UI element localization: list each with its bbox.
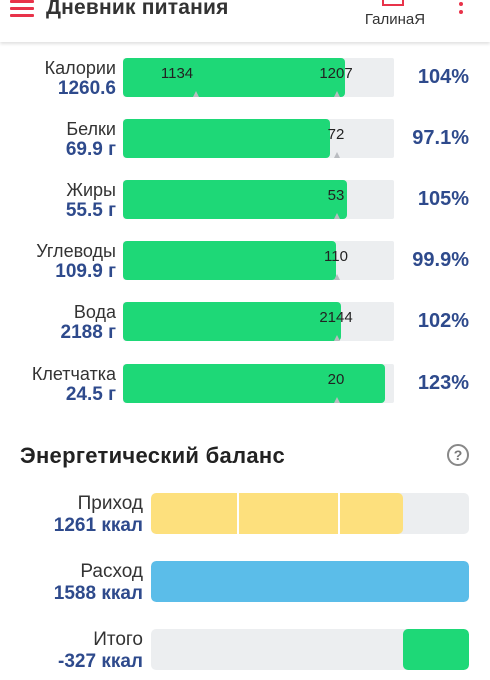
energy-row[interactable]: Приход 1261 ккал	[0, 493, 490, 539]
nutrient-progress-track: 2144	[123, 302, 394, 341]
nutrient-progress-track: 53	[123, 180, 394, 219]
energy-progress-fill	[403, 629, 469, 670]
energy-label: Итого	[93, 629, 143, 650]
nutrient-goal-marker: 1207	[319, 65, 353, 82]
nutrient-percent: 104%	[417, 66, 469, 88]
nutrient-label: Клетчатка	[31, 364, 116, 384]
hamburger-menu-icon[interactable]	[10, 0, 34, 18]
nutrient-row[interactable]: Калории 1260.6 1134 1207 104%	[0, 58, 490, 102]
energy-value: 1261 ккал	[53, 515, 143, 536]
nutrient-label: Белки	[66, 119, 116, 139]
energy-value: -327 ккал	[58, 651, 143, 672]
nutrient-progress-fill	[123, 241, 336, 280]
energy-value: 1588 ккал	[53, 583, 143, 604]
nutrient-row[interactable]: Углеводы 109.9 г 110 99.9%	[0, 241, 490, 285]
app-header: Дневник питания ГалинаЯ	[0, 0, 490, 42]
nutrient-goal-marker: 2144	[319, 309, 353, 326]
energy-progress-track	[151, 561, 469, 602]
nutrient-percent: 97.1%	[412, 127, 469, 149]
energy-balance-title: Энергетический баланс	[20, 443, 286, 468]
energy-segment-divider	[237, 493, 239, 534]
nutrient-value: 2188 г	[60, 322, 116, 343]
nutrient-goal-tick	[334, 213, 340, 219]
nutrient-value: 55.5 г	[65, 200, 116, 221]
energy-row[interactable]: Итого -327 ккал	[0, 629, 490, 675]
nutrient-value: 1260.6	[57, 78, 116, 99]
nutrient-progress-track: 1134 1207	[123, 58, 394, 97]
nutrient-progress-fill	[123, 58, 345, 97]
nutrient-goal-marker: 110	[324, 248, 348, 265]
user-profile-button[interactable]: ГалинаЯ	[356, 0, 436, 34]
nutrient-label: Вода	[73, 302, 116, 322]
nutrient-progress-track: 20	[123, 364, 394, 403]
nutrient-goal-tick	[334, 274, 340, 280]
nutrient-percent: 102%	[417, 310, 469, 332]
more-vertical-icon[interactable]	[456, 2, 466, 24]
nutrient-value: 69.9 г	[65, 139, 116, 160]
nutrient-label: Жиры	[66, 180, 116, 200]
nutrient-progress-track: 110	[123, 241, 394, 280]
nutrient-goal-tick	[334, 335, 340, 341]
question-circle-icon[interactable]: ?	[447, 444, 469, 466]
nutrient-row[interactable]: Клетчатка 24.5 г 20 123%	[0, 364, 490, 408]
nutrient-percent: 105%	[417, 188, 469, 210]
nutrient-label: Калории	[44, 58, 116, 78]
energy-row[interactable]: Расход 1588 ккал	[0, 561, 490, 607]
user-name: ГалинаЯ	[364, 11, 426, 28]
nutrient-label: Углеводы	[36, 241, 116, 261]
nutrient-progress-fill	[123, 364, 385, 403]
nutrient-goal-marker: 20	[327, 371, 345, 388]
energy-label: Приход	[77, 493, 143, 514]
nutrient-row[interactable]: Жиры 55.5 г 53 105%	[0, 180, 490, 224]
nutrient-row[interactable]: Белки 69.9 г 72 97.1%	[0, 119, 490, 163]
energy-segment-divider	[338, 493, 340, 534]
nutrient-row[interactable]: Вода 2188 г 2144 102%	[0, 302, 490, 346]
nutrient-progress-fill	[123, 180, 347, 219]
nutrient-progress-track: 72	[123, 119, 394, 158]
energy-progress-track	[151, 629, 469, 670]
energy-progress-fill	[151, 493, 403, 534]
energy-label: Расход	[80, 561, 143, 582]
energy-progress-fill	[151, 561, 469, 602]
nutrient-goal-tick	[334, 152, 340, 158]
nutrient-percent: 123%	[417, 372, 469, 394]
user-icon	[382, 0, 404, 6]
nutrient-progress-fill	[123, 119, 330, 158]
nutrient-min-marker: 1134	[160, 65, 194, 82]
nutrient-value: 24.5 г	[65, 384, 116, 405]
nutrient-goal-marker: 72	[327, 126, 345, 143]
nutrient-progress-fill	[123, 302, 341, 341]
nutrient-min-tick	[193, 91, 199, 97]
nutrient-goal-marker: 53	[327, 187, 345, 204]
nutrient-goal-tick	[334, 397, 340, 403]
nutrient-value: 109.9 г	[55, 261, 116, 282]
page-title: Дневник питания	[46, 0, 229, 19]
energy-progress-track	[151, 493, 469, 534]
nutrient-goal-tick	[334, 91, 340, 97]
nutrient-percent: 99.9%	[412, 249, 469, 271]
